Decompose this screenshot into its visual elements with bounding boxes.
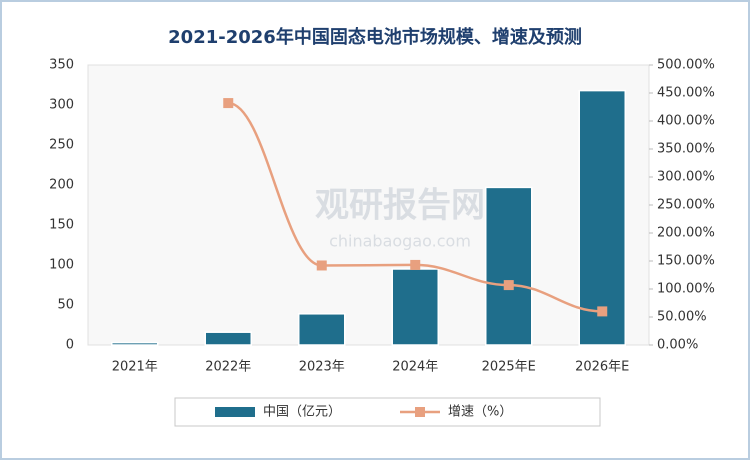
y-tick-label: 50 — [57, 298, 74, 313]
y-tick-label: 300 — [49, 98, 74, 113]
legend-label: 增速（%） — [448, 405, 512, 420]
y2-tick-label: 150.00% — [657, 254, 715, 269]
chart-title: 2021-2026年中国固态电池市场规模、增速及预测 — [168, 26, 582, 48]
watermark: 观研报告网 — [315, 186, 485, 226]
y2-tick-label: 300.00% — [657, 170, 715, 185]
y-tick-label: 200 — [49, 178, 74, 193]
line-marker — [410, 259, 421, 270]
legend-swatch — [415, 407, 425, 417]
y-tick-label: 250 — [49, 138, 74, 153]
x-tick-label: 2022年 — [205, 360, 251, 375]
line — [228, 101, 603, 313]
watermark: chinabaogao.com — [329, 232, 471, 251]
bar — [578, 89, 626, 346]
legend-swatch — [215, 407, 255, 417]
y2-tick-label: 50.00% — [657, 310, 707, 325]
line-marker — [597, 306, 608, 317]
x-tick-label: 2026年E — [575, 360, 629, 375]
y2-tick-label: 0.00% — [657, 338, 698, 353]
x-tick-label: 2025年E — [482, 360, 536, 375]
y-tick-label: 100 — [49, 258, 74, 273]
x-tick-label: 2021年 — [112, 360, 158, 375]
line-marker — [316, 260, 327, 271]
bar — [204, 331, 252, 346]
y2-tick-label: 350.00% — [657, 142, 715, 157]
y2-tick-label: 500.00% — [657, 58, 715, 73]
x-tick-label: 2023年 — [299, 360, 345, 375]
y2-tick-label: 450.00% — [657, 86, 715, 101]
y-tick-label: 150 — [49, 218, 74, 233]
y2-tick-label: 250.00% — [657, 198, 715, 213]
legend-label: 中国（亿元） — [263, 405, 341, 420]
y2-tick-label: 100.00% — [657, 282, 715, 297]
y2-tick-label: 200.00% — [657, 226, 715, 241]
y2-tick-label: 400.00% — [657, 114, 715, 129]
bar — [298, 313, 346, 346]
bar — [391, 268, 439, 346]
bar — [485, 186, 533, 346]
line-marker — [223, 98, 234, 109]
x-tick-label: 2024年 — [392, 360, 438, 375]
y-tick-label: 350 — [49, 58, 74, 73]
y-tick-label: 0 — [66, 338, 74, 353]
line-marker — [503, 280, 514, 291]
bar — [111, 341, 159, 346]
